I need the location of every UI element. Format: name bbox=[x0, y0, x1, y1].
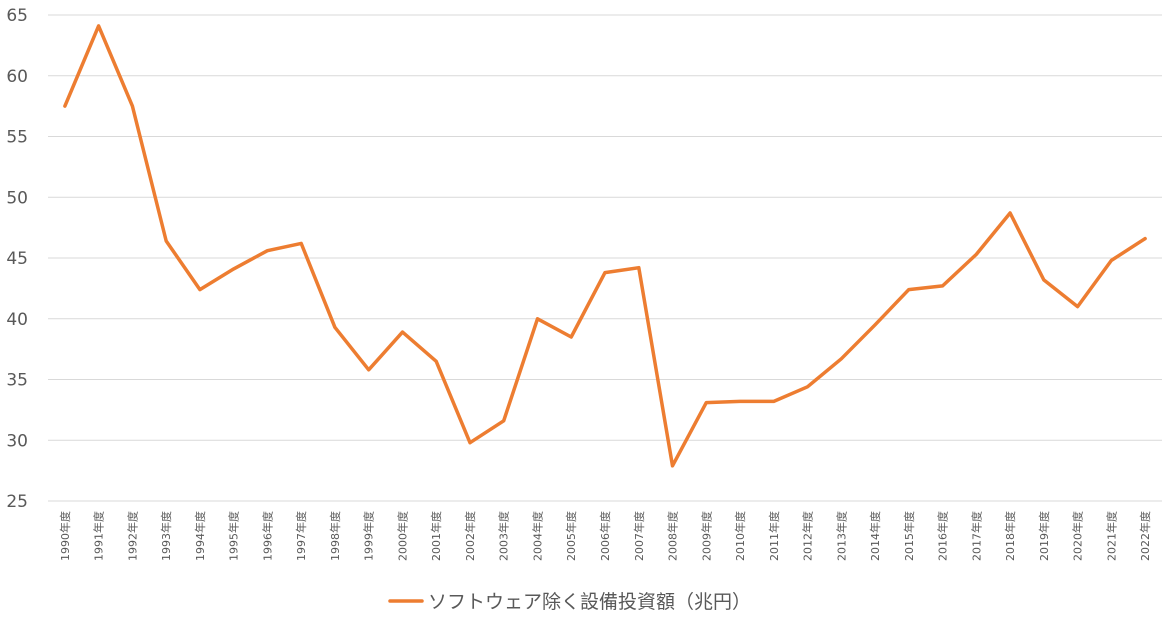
y-tick-label: 30 bbox=[6, 431, 28, 451]
x-tick-label: 2020年度 bbox=[1071, 511, 1085, 561]
x-tick-label: 1994年度 bbox=[193, 511, 207, 561]
x-tick-label: 1991年度 bbox=[92, 511, 106, 561]
x-tick-label: 2017年度 bbox=[969, 511, 983, 561]
x-tick-label: 1999年度 bbox=[362, 511, 376, 561]
x-tick-label: 2018年度 bbox=[1003, 511, 1017, 561]
y-tick-label: 55 bbox=[6, 128, 28, 148]
x-tick-label: 2015年度 bbox=[902, 511, 916, 561]
y-tick-label: 60 bbox=[6, 67, 28, 87]
y-axis-ticks: 25 30 35 40 45 50 55 60 65 bbox=[6, 6, 28, 512]
x-tick-label: 2004年度 bbox=[530, 511, 544, 561]
x-tick-label: 1998年度 bbox=[328, 511, 342, 561]
x-tick-label: 2012年度 bbox=[801, 511, 815, 561]
x-tick-label: 2010年度 bbox=[733, 511, 747, 561]
y-tick-label: 40 bbox=[6, 310, 28, 330]
x-tick-label: 2001年度 bbox=[429, 511, 443, 561]
x-tick-label: 2008年度 bbox=[666, 511, 680, 561]
x-tick-label: 1993年度 bbox=[159, 511, 173, 561]
x-tick-label: 1995年度 bbox=[227, 511, 241, 561]
y-tick-label: 45 bbox=[6, 249, 28, 269]
x-tick-label: 2007年度 bbox=[632, 511, 646, 561]
x-tick-label: 2013年度 bbox=[834, 511, 848, 561]
x-axis-ticks: 1990年度 1991年度 1992年度 1993年度 1994年度 1995年度 1996… bbox=[58, 511, 1152, 561]
grid-lines bbox=[48, 14, 1162, 502]
x-tick-label: 2006年度 bbox=[598, 511, 612, 561]
y-tick-label: 25 bbox=[6, 492, 28, 512]
series-line-0 bbox=[63, 24, 1147, 468]
x-tick-label: 2009年度 bbox=[699, 511, 713, 561]
y-tick-label: 35 bbox=[6, 371, 28, 391]
x-tick-label: 2000年度 bbox=[395, 511, 409, 561]
x-tick-label: 2022年度 bbox=[1138, 511, 1152, 561]
x-tick-label: 2011年度 bbox=[767, 511, 781, 561]
x-tick-label: 1996年度 bbox=[260, 511, 274, 561]
x-tick-label: 1992年度 bbox=[125, 511, 139, 561]
x-tick-label: 1997年度 bbox=[294, 511, 308, 561]
series-lines bbox=[63, 24, 1147, 468]
x-tick-label: 2002年度 bbox=[463, 511, 477, 561]
y-tick-label: 65 bbox=[6, 6, 28, 26]
x-tick-label: 1990年度 bbox=[58, 511, 72, 561]
x-tick-label: 2019年度 bbox=[1037, 511, 1051, 561]
x-tick-label: 2021年度 bbox=[1104, 511, 1118, 561]
legend-label: ソフトウェア除く設備投資額（兆円） bbox=[428, 591, 751, 613]
x-tick-label: 2016年度 bbox=[936, 511, 950, 561]
x-tick-label: 2014年度 bbox=[868, 511, 882, 561]
legend: ソフトウェア除く設備投資額（兆円） bbox=[388, 591, 751, 613]
x-tick-label: 2003年度 bbox=[497, 511, 511, 561]
y-tick-label: 50 bbox=[6, 188, 28, 208]
x-tick-label: 2005年度 bbox=[564, 511, 578, 561]
